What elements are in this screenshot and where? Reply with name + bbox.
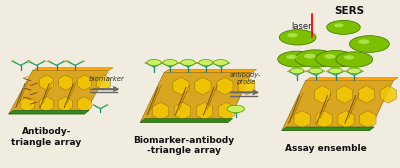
Circle shape	[242, 109, 244, 110]
Circle shape	[316, 51, 356, 67]
Circle shape	[227, 62, 230, 64]
Polygon shape	[338, 111, 354, 128]
Polygon shape	[59, 75, 73, 90]
Polygon shape	[306, 78, 398, 81]
Circle shape	[63, 61, 66, 62]
Circle shape	[161, 62, 164, 64]
Circle shape	[288, 71, 291, 72]
Polygon shape	[239, 77, 255, 95]
Circle shape	[82, 61, 84, 62]
Circle shape	[278, 51, 316, 67]
Circle shape	[197, 62, 200, 64]
Circle shape	[295, 50, 336, 67]
Polygon shape	[196, 102, 212, 120]
Circle shape	[334, 23, 344, 27]
Circle shape	[27, 61, 30, 62]
Polygon shape	[140, 72, 252, 122]
Polygon shape	[174, 102, 191, 120]
Polygon shape	[39, 97, 53, 112]
Circle shape	[199, 59, 213, 66]
Text: Biomarker-antibody
-triangle array: Biomarker-antibody -triangle array	[134, 136, 235, 155]
Circle shape	[342, 71, 345, 72]
Polygon shape	[20, 97, 34, 112]
Polygon shape	[217, 77, 233, 95]
Polygon shape	[9, 71, 108, 114]
Circle shape	[145, 62, 148, 64]
Polygon shape	[336, 86, 352, 103]
Circle shape	[322, 71, 325, 72]
Polygon shape	[218, 102, 234, 120]
Circle shape	[290, 68, 304, 74]
Polygon shape	[360, 111, 376, 128]
Circle shape	[160, 62, 164, 64]
Circle shape	[324, 54, 336, 59]
Circle shape	[212, 62, 214, 64]
Circle shape	[327, 20, 360, 34]
Polygon shape	[140, 119, 233, 122]
Circle shape	[47, 61, 50, 62]
Circle shape	[66, 61, 69, 62]
Circle shape	[214, 59, 228, 66]
Polygon shape	[282, 127, 374, 131]
Circle shape	[287, 33, 298, 37]
Circle shape	[326, 71, 329, 72]
Circle shape	[106, 105, 108, 106]
Circle shape	[360, 71, 364, 72]
Circle shape	[303, 71, 306, 72]
Circle shape	[286, 55, 297, 59]
Circle shape	[27, 61, 30, 62]
Text: Assay ensemble: Assay ensemble	[285, 144, 366, 153]
Circle shape	[181, 59, 195, 66]
Circle shape	[92, 105, 95, 106]
Polygon shape	[380, 86, 396, 103]
Polygon shape	[78, 75, 92, 90]
Circle shape	[279, 30, 316, 45]
Circle shape	[176, 62, 180, 64]
Circle shape	[336, 52, 372, 67]
Polygon shape	[316, 111, 332, 128]
Polygon shape	[195, 77, 211, 95]
Circle shape	[194, 62, 197, 64]
Circle shape	[345, 71, 348, 72]
Circle shape	[329, 68, 342, 74]
Circle shape	[358, 39, 370, 44]
Polygon shape	[40, 75, 54, 90]
Polygon shape	[294, 111, 310, 128]
Circle shape	[350, 36, 389, 52]
Circle shape	[304, 54, 316, 58]
Text: biomarker: biomarker	[88, 75, 124, 81]
Circle shape	[147, 59, 161, 66]
Polygon shape	[77, 97, 91, 112]
Polygon shape	[358, 86, 374, 103]
Circle shape	[227, 105, 245, 113]
Polygon shape	[58, 97, 72, 112]
Polygon shape	[173, 77, 189, 95]
Polygon shape	[282, 81, 393, 131]
Text: SERS: SERS	[334, 6, 364, 16]
Text: Antibody-
triangle array: Antibody- triangle array	[12, 127, 82, 147]
Circle shape	[309, 68, 322, 74]
Polygon shape	[9, 110, 89, 114]
Circle shape	[348, 68, 361, 74]
Circle shape	[344, 55, 354, 59]
Text: laser: laser	[291, 22, 312, 31]
Circle shape	[179, 62, 182, 64]
Polygon shape	[164, 69, 257, 72]
Polygon shape	[96, 75, 110, 90]
Circle shape	[306, 71, 309, 72]
Circle shape	[163, 59, 177, 66]
Polygon shape	[32, 68, 113, 71]
Circle shape	[227, 109, 230, 110]
Polygon shape	[314, 86, 331, 103]
Polygon shape	[152, 102, 169, 120]
Circle shape	[11, 61, 14, 62]
Text: antibody-
probe: antibody- probe	[230, 72, 262, 85]
Circle shape	[43, 61, 46, 62]
Circle shape	[212, 62, 215, 64]
